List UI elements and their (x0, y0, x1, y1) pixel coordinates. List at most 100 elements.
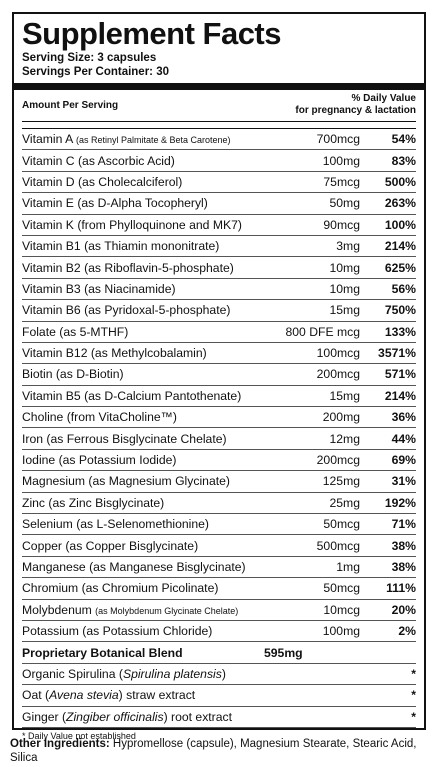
thick-divider (14, 83, 424, 90)
nutrient-daily-value: 750% (384, 303, 416, 318)
nutrient-name-text: Vitamin B2 (as Riboflavin-5-phosphate) (22, 260, 234, 275)
nutrient-row: Manganese (as Manganese Bisglycinate) 1mg… (22, 557, 416, 579)
nutrient-name: Potassium (as Potassium Chloride) (22, 624, 264, 638)
nutrient-name: Manganese (as Manganese Bisglycinate) (22, 560, 264, 574)
nutrient-row: Vitamin K (from Phylloquinone and MK7) 90… (22, 215, 416, 236)
blend-item-name: Ginger (Zingiber officinalis) root extra… (22, 710, 370, 724)
nutrient-name: Iron (as Ferrous Bisglycinate Chelate) (22, 432, 264, 446)
nutrient-name: Vitamin K (from Phylloquinone and MK7) (22, 218, 264, 232)
nutrient-amount: 3mg (336, 239, 360, 254)
blend-item-common: Organic Spirulina ( (22, 666, 123, 681)
nutrient-name-text: Zinc (as Zinc Bisglycinate) (22, 495, 165, 510)
nutrient-name-text: Vitamin K (from Phylloquinone and MK7) (22, 217, 242, 232)
nutrient-row: Vitamin B12 (as Methylcobalamin) 100mcg 35… (22, 343, 416, 365)
nutrient-name: Magnesium (as Magnesium Glycinate) (22, 474, 264, 488)
nutrient-name-text: Vitamin A (22, 132, 73, 147)
blend-item-name: Oat (Avena stevia) straw extract (22, 688, 370, 702)
nutrient-row: Magnesium (as Magnesium Glycinate) 125mg 3… (22, 471, 416, 493)
nutrient-daily-value: 20% (391, 602, 416, 617)
nutrient-name-text: Folate (as 5-MTHF) (22, 324, 129, 339)
nutrient-daily-value: 3571% (378, 346, 416, 361)
nutrient-amount: 12mg (329, 431, 361, 446)
servings-per-container: Servings Per Container: 30 (22, 66, 169, 78)
nutrient-name: Vitamin B1 (as Thiamin mononitrate) (22, 239, 264, 253)
nutrient-name-text: Iodine (as Potassium Iodide) (22, 453, 177, 468)
header-spacer (22, 122, 416, 129)
nutrient-daily-value: 71% (391, 517, 416, 532)
nutrient-daily-value: 625% (384, 260, 416, 275)
nutrient-name: Zinc (as Zinc Bisglycinate) (22, 496, 264, 510)
nutrient-source: (as Molybdenum Glycinate Chelate) (95, 605, 239, 616)
nutrient-amount: 75mcg (323, 174, 360, 189)
nutrient-amount: 100mg (322, 153, 360, 168)
nutrient-amount: 100mg (322, 624, 360, 639)
nutrient-row: Vitamin B2 (as Riboflavin-5-phosphate) 10… (22, 257, 416, 279)
nutrient-name: Vitamin E (as D-Alpha Tocopheryl) (22, 196, 264, 210)
blend-item-suffix: ) straw extract (118, 688, 196, 703)
nutrient-daily-value: 263% (384, 196, 416, 211)
nutrient-daily-value: 214% (384, 239, 416, 254)
blend-name: Proprietary Botanical Blend (22, 645, 183, 660)
nutrient-name-text: Vitamin E (as D-Alpha Tocopheryl) (22, 196, 208, 211)
other-ingredients: Other Ingredients: Hypromellose (capsule… (10, 737, 430, 765)
nutrient-row: Vitamin D (as Cholecalciferol) 75mcg 500% (22, 172, 416, 194)
nutrient-amount: 100mcg (316, 346, 360, 361)
nutrient-name: Vitamin B6 (as Pyridoxal-5-phosphate) (22, 303, 264, 317)
nutrient-amount: 50mg (329, 196, 361, 211)
blend-item-row: Organic Spirulina (Spirulina platensis) * (22, 664, 416, 686)
nutrient-source: (as Retinyl Palmitate & Beta Carotene) (75, 135, 231, 146)
nutrient-row: Potassium (as Potassium Chloride) 100mg 2% (22, 621, 416, 643)
nutrient-amount: 10mg (329, 260, 361, 275)
nutrient-daily-value: 44% (391, 431, 416, 446)
nutrient-daily-value: 31% (391, 474, 416, 489)
nutrient-daily-value: 69% (391, 453, 416, 468)
nutrient-name: Choline (from VitaCholine™) (22, 410, 264, 424)
nutrient-daily-value: 54% (391, 132, 416, 147)
nutrient-name-text: Vitamin B6 (as Pyridoxal-5-phosphate) (22, 303, 231, 318)
supplement-facts-panel: Supplement Facts Serving Size: 3 capsule… (12, 12, 426, 741)
panel-title: Supplement Facts (22, 16, 282, 51)
nutrient-row: Copper (as Copper Bisglycinate) 500mcg 38% (22, 535, 416, 557)
nutrient-row: Vitamin B5 (as D-Calcium Pantothenate) 15… (22, 386, 416, 408)
nutrient-daily-value: 100% (384, 217, 416, 232)
nutrient-name: Vitamin A (as Retinyl Palmitate & Beta C… (22, 132, 264, 146)
nutrient-row: Chromium (as Chromium Picolinate) 50mcg 11… (22, 578, 416, 600)
blend-item-common: Ginger ( (22, 709, 67, 724)
nutrient-name-text: Vitamin B1 (as Thiamin mononitrate) (22, 239, 220, 254)
blend-item-latin: Avena stevia (49, 688, 119, 703)
nutrient-name-text: Vitamin C (as Ascorbic Acid) (22, 153, 175, 168)
nutrient-row: Selenium (as L-Selenomethionine) 50mcg 71% (22, 514, 416, 536)
nutrient-amount: 50mcg (323, 517, 360, 532)
blend-item-latin: Spirulina platensis (122, 666, 222, 681)
nutrient-row: Zinc (as Zinc Bisglycinate) 25mg 192% (22, 493, 416, 515)
nutrient-name: Vitamin B5 (as D-Calcium Pantothenate) (22, 389, 264, 403)
nutrient-daily-value: 36% (391, 410, 416, 425)
nutrient-name: Chromium (as Chromium Picolinate) (22, 581, 264, 595)
nutrient-name-text: Copper (as Copper Bisglycinate) (22, 538, 199, 553)
nutrient-daily-value: 571% (384, 367, 416, 382)
blend-item-daily-value: * (411, 688, 416, 703)
nutrient-row: Vitamin E (as D-Alpha Tocopheryl) 50mg 263… (22, 193, 416, 215)
nutrient-name: Selenium (as L-Selenomethionine) (22, 517, 264, 531)
nutrient-row: Vitamin B6 (as Pyridoxal-5-phosphate) 15m… (22, 300, 416, 322)
nutrient-name-text: Vitamin D (as Cholecalciferol) (22, 174, 183, 189)
nutrient-amount: 25mg (329, 495, 361, 510)
nutrient-amount: 10mg (329, 281, 361, 296)
nutrient-row: Iron (as Ferrous Bisglycinate Chelate) 12… (22, 428, 416, 450)
blend-row: Proprietary Botanical Blend 595mg (22, 642, 416, 664)
nutrient-name: Folate (as 5-MTHF) (22, 325, 264, 339)
nutrient-row: Vitamin A (as Retinyl Palmitate & Beta C… (22, 129, 416, 151)
nutrient-name-text: Chromium (as Chromium Picolinate) (22, 581, 219, 596)
daily-value-line1: % Daily Value (351, 93, 416, 104)
nutrient-name-text: Iron (as Ferrous Bisglycinate Chelate) (22, 431, 227, 446)
blend-item-daily-value: * (411, 666, 416, 681)
nutrient-name-text: Manganese (as Manganese Bisglycinate) (22, 560, 246, 574)
nutrient-amount: 200mcg (316, 367, 360, 382)
nutrient-name: Molybdenum (as Molybdenum Glycinate Chel… (22, 603, 264, 617)
nutrient-amount: 50mcg (323, 581, 360, 596)
nutrient-daily-value: 83% (391, 153, 416, 168)
nutrient-daily-value: 38% (391, 560, 416, 574)
nutrient-amount: 125mg (322, 474, 360, 489)
nutrient-daily-value: 192% (384, 495, 416, 510)
nutrient-name-text: Selenium (as L-Selenomethionine) (22, 517, 209, 532)
